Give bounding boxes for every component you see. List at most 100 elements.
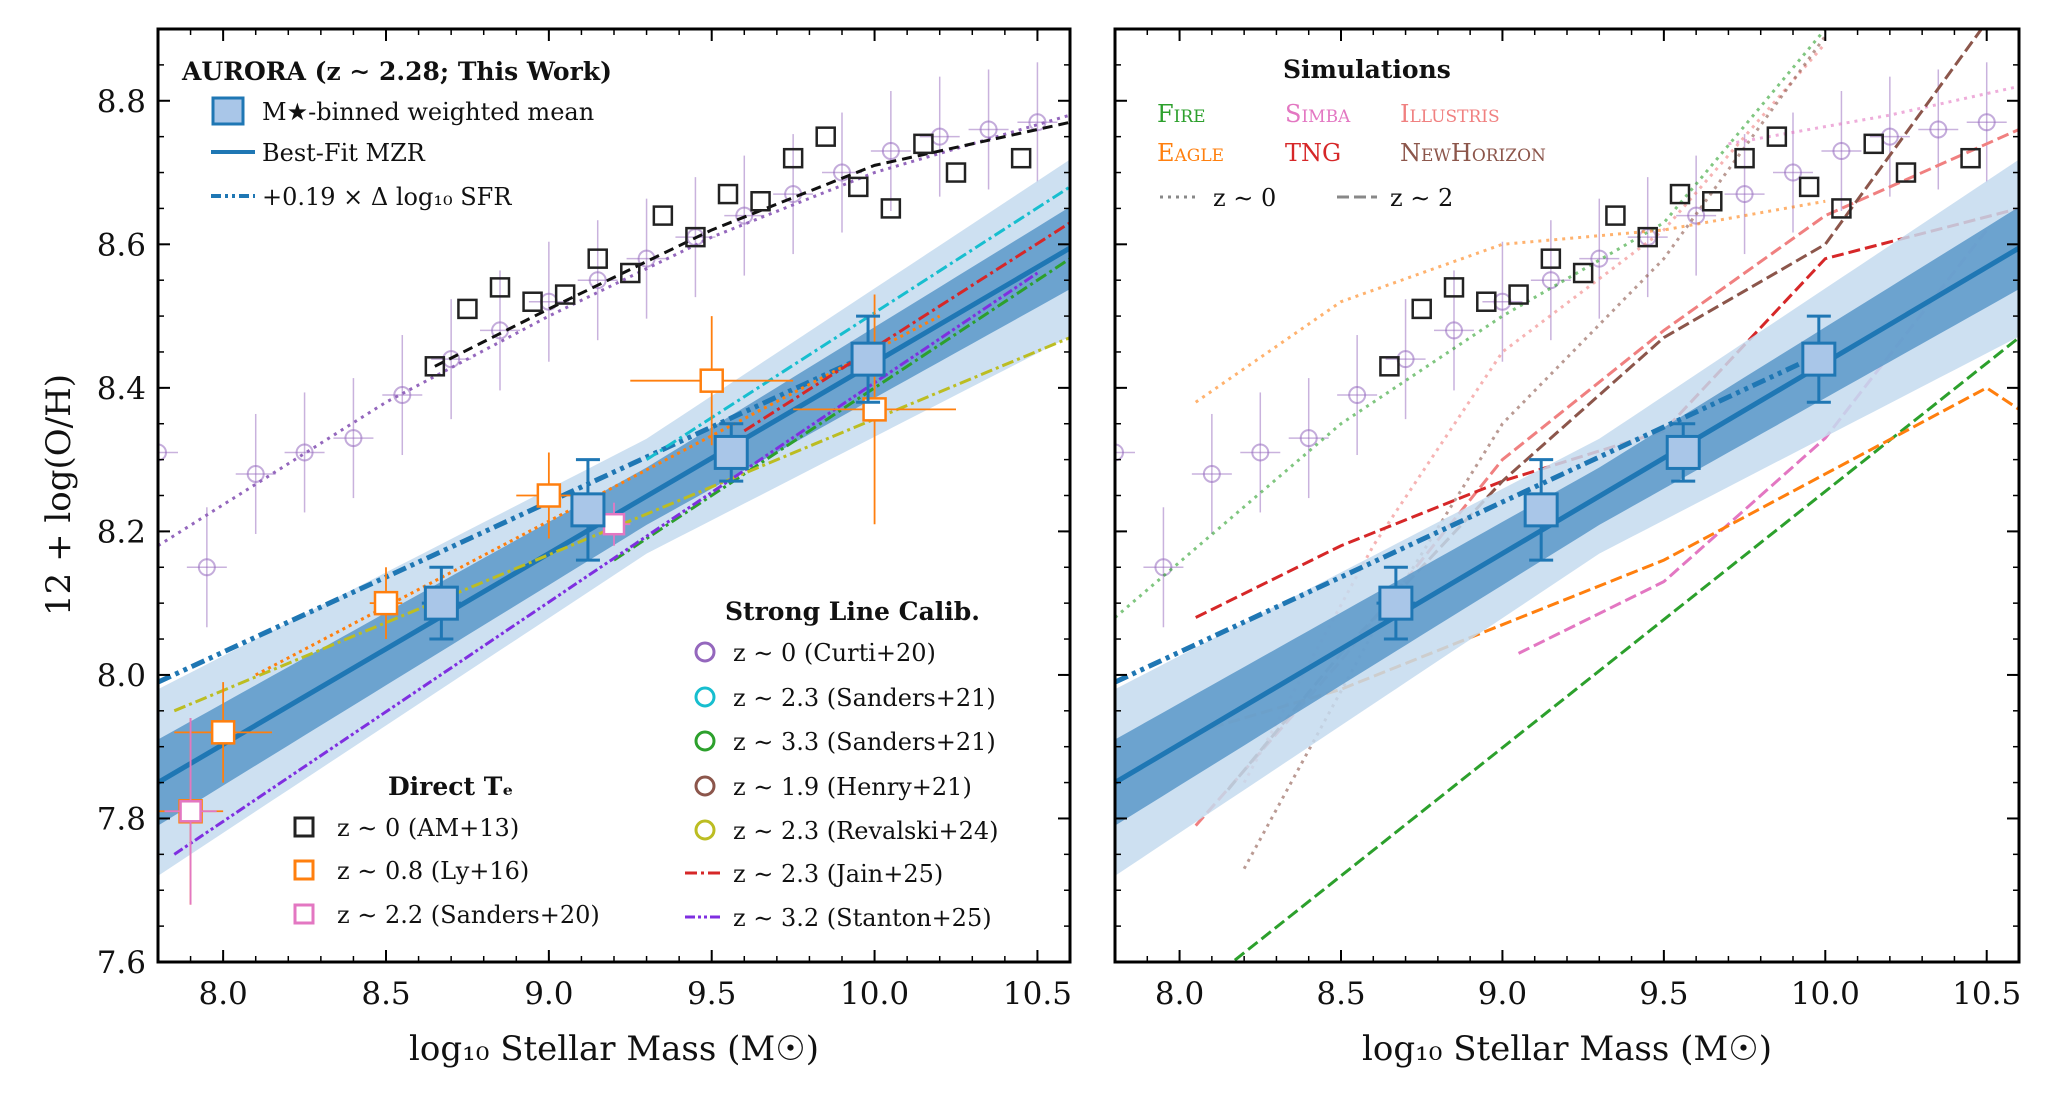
right-am13-point	[1863, 133, 1884, 155]
left-sanders20-point	[602, 512, 626, 536]
left-y-tick-label: 8.4	[97, 371, 146, 407]
aurora-legend-entry-2: +0.19 × Δ log₁₀ SFR	[262, 183, 512, 211]
legend-label-eagle: Eagle	[1157, 139, 1224, 167]
left-curti20-point	[158, 443, 167, 462]
right-newhorizon-z0-line	[1242, 35, 1827, 870]
left-ly16-point	[373, 590, 399, 616]
right-x-tick-label: 10.0	[1791, 976, 1860, 1012]
left-y-tick-label: 8.2	[97, 514, 146, 550]
left-x-tick-label: 10.5	[1003, 976, 1072, 1012]
left-y-tick-label: 8.8	[97, 84, 146, 120]
left-curti20-point	[833, 163, 851, 182]
strong-line-legend-title: Strong Line Calib.	[725, 597, 980, 626]
left-x-tick-label: 8.0	[198, 976, 247, 1012]
legend-marker-sanders21-23	[694, 686, 716, 708]
right-curti20-point	[1929, 120, 1948, 139]
left-ly16-point	[210, 720, 236, 745]
left-curti20-point	[344, 429, 363, 448]
aurora-legend-entry-0: M★-binned weighted mean	[262, 98, 594, 126]
right-am13-point	[1766, 126, 1788, 147]
left-sanders21_33-line	[613, 257, 1070, 562]
legend-label-ly16: z ∼ 0.8 (Ly+16)	[337, 857, 529, 885]
left-y-tick-label: 8.0	[97, 658, 146, 694]
right-fire-z2-line	[1230, 336, 2019, 962]
left-curti20-point	[588, 271, 607, 290]
left-curti20-point	[881, 142, 900, 161]
right-am13-point	[1798, 176, 1820, 198]
left-am13-point	[913, 133, 934, 155]
left-curti20-point	[295, 443, 314, 462]
aurora-legend-entry-1: Best-Fit MZR	[262, 139, 426, 167]
left-am13-point	[717, 183, 739, 205]
left-y-tick-label: 8.6	[97, 227, 146, 263]
right-fire-z0-line	[1115, 29, 1827, 619]
right-am13-point	[1895, 162, 1917, 183]
legend-label-stanton25: z ∼ 3.2 (Stanton+25)	[733, 904, 992, 932]
left-y-tick-label: 7.6	[97, 945, 146, 981]
right-am13-point	[1379, 356, 1400, 377]
left-am13-point	[815, 126, 836, 147]
left-x-tick-label: 9.0	[524, 976, 573, 1012]
right-curti20-point	[1445, 321, 1463, 340]
right-curti20-point	[1202, 464, 1221, 483]
right-am13-point	[1508, 284, 1529, 305]
legend-label-z2: z ∼ 2	[1390, 184, 1453, 212]
right-curti20-point	[1299, 429, 1318, 448]
right-aurora-point	[1378, 585, 1414, 621]
left-sanders21_23-line	[645, 185, 1070, 461]
left-aurora-point	[570, 492, 606, 528]
right-curti20-point	[1348, 386, 1367, 405]
left-am13-point	[848, 176, 869, 198]
legend-label-illustris: Illustris	[1400, 100, 1500, 128]
left-stanton25-line	[173, 271, 1039, 856]
right-best-fit-mzr-line	[1115, 245, 2019, 785]
left-ly16-point	[699, 368, 724, 393]
legend-label-curti20: z ∼ 0 (Curti+20)	[733, 639, 936, 667]
left-aurora-point	[713, 434, 749, 470]
left-sfr-shift-line	[158, 349, 876, 685]
legend-label-henry21: z ∼ 1.9 (Henry+21)	[733, 773, 972, 801]
right-am13-point	[1637, 226, 1658, 248]
left-jain25-line	[743, 221, 1070, 433]
left-am13-point	[880, 198, 902, 219]
legend-label-sanders21-23: z ∼ 2.3 (Sanders+21)	[733, 684, 996, 712]
right-am13-point	[1669, 183, 1691, 205]
direct-te-legend-title: Direct Tₑ	[388, 772, 513, 801]
left-curti20-point	[246, 464, 265, 483]
aurora-legend: AURORA (z ∼ 2.28; This Work) M★-binned w…	[181, 57, 612, 211]
right-curti20-point	[1115, 443, 1124, 462]
left-am13-point	[489, 277, 511, 298]
right-x-tick-label: 8.0	[1155, 976, 1204, 1012]
right-am13-point	[1540, 248, 1562, 269]
left-curti20-point	[735, 206, 754, 225]
right-am13-point	[1476, 291, 1497, 312]
strong-line-legend: Strong Line Calib. z ∼ 0 (Curti+20) z ∼ …	[685, 597, 999, 932]
right-curti20-point	[1541, 271, 1560, 290]
right-x-tick-label: 9.0	[1478, 976, 1527, 1012]
right-curti20-point	[1590, 249, 1609, 268]
right-curti20-point	[1687, 206, 1706, 225]
left-am13-point	[652, 205, 674, 226]
left-am13-point	[620, 262, 641, 284]
right-x-tick-label: 9.5	[1639, 976, 1688, 1012]
right-curti20-point	[1251, 443, 1270, 462]
legend-marker-revalski24	[694, 819, 716, 841]
left-ly16-point	[862, 397, 887, 422]
legend-marker-am13	[293, 816, 315, 838]
simulations-legend-title: Simulations	[1283, 55, 1451, 84]
left-curti20-point	[979, 120, 998, 139]
left-am13-point	[1010, 147, 1032, 169]
left-y-tick-label: 7.8	[97, 801, 146, 837]
panel-right: 8.0 8.5 9.0 9.5 10.0 10.5 log₁₀ Stellar Mass …	[1113, 27, 2021, 1069]
left-am13-point	[685, 226, 706, 248]
right-am13-point	[1572, 262, 1594, 284]
legend-label-fire: Fire	[1157, 100, 1206, 128]
left-am13-point	[554, 284, 576, 305]
right-am13-point	[1443, 277, 1465, 298]
left-am13-point	[750, 190, 771, 212]
right-curti20-point	[1977, 113, 1996, 132]
right-am13-point	[1702, 190, 1723, 212]
left-aurora-point	[423, 585, 459, 621]
aurora-legend-title: AURORA (z ∼ 2.28; This Work)	[181, 57, 612, 86]
